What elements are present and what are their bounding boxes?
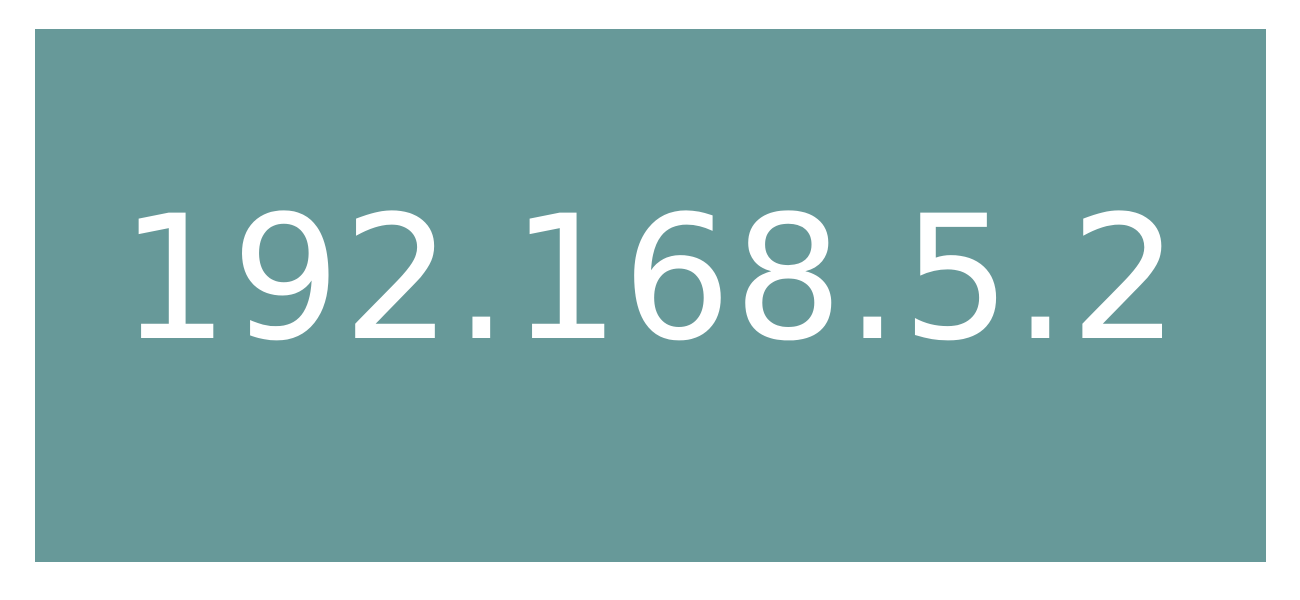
ip-display-panel: 192.168.5.2: [35, 29, 1266, 562]
ip-address-text: 192.168.5.2: [119, 177, 1182, 379]
